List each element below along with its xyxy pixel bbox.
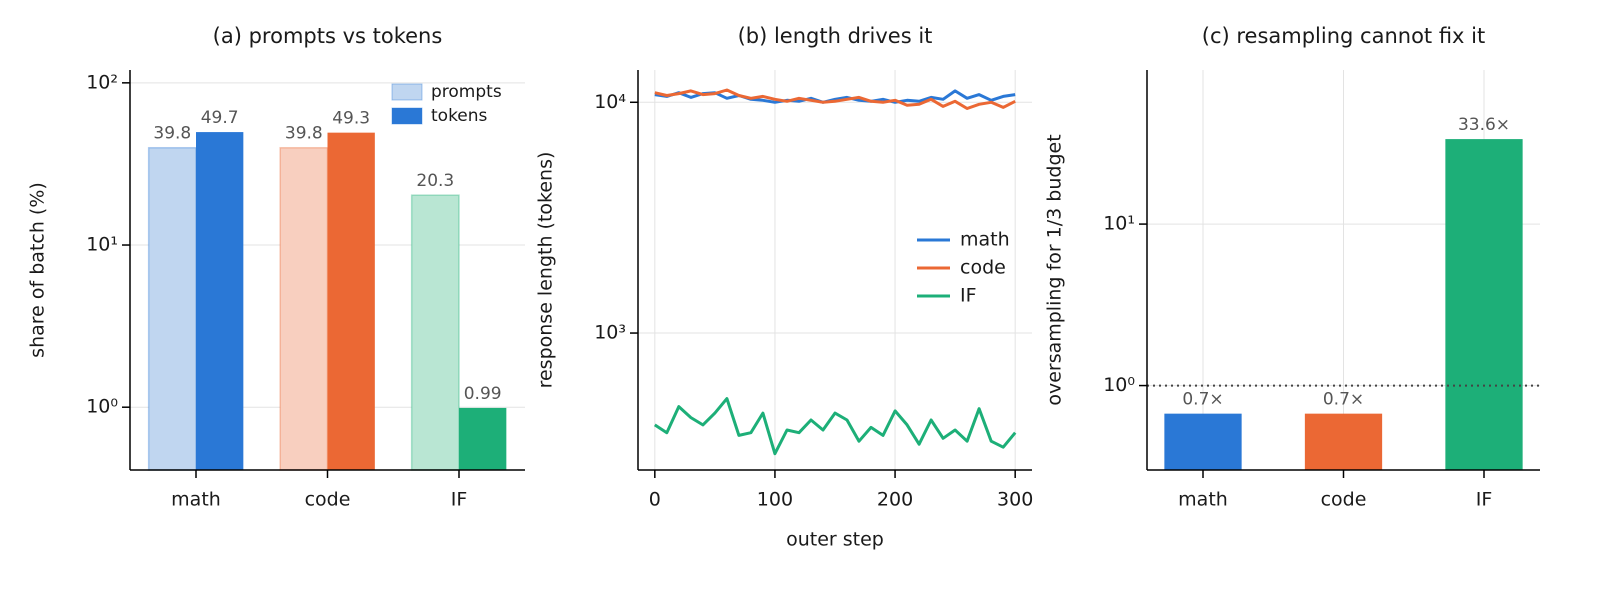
panel-title: (c) resampling cannot fix it (1202, 24, 1485, 48)
x-tick-label: code (305, 489, 351, 511)
value-label: 49.7 (201, 108, 239, 128)
y-tick-label: 10³ (594, 322, 626, 344)
bar (410, 194, 460, 471)
y-tick-label: 10¹ (86, 234, 118, 256)
panel-title: (b) length drives it (738, 24, 933, 48)
y-tick-label: 10² (86, 71, 118, 93)
y-axis-label: response length (tokens) (535, 152, 557, 389)
bar (459, 407, 507, 470)
line-series (654, 88, 1016, 110)
legend-label: prompts (431, 82, 502, 102)
value-label: 0.7× (1323, 390, 1364, 410)
y-axis-label: share of batch (%) (27, 182, 49, 358)
x-tick-label: 100 (757, 489, 793, 511)
value-label: 33.6× (1458, 115, 1510, 135)
bar (1164, 413, 1242, 470)
y-tick-label: 10¹ (1103, 213, 1135, 235)
x-tick-label: math (171, 489, 221, 511)
x-tick-label: IF (451, 489, 468, 511)
legend-label: tokens (431, 106, 488, 126)
x-tick-label: 0 (649, 489, 661, 511)
value-label: 49.3 (332, 109, 370, 129)
y-tick-label: 10⁴ (594, 91, 626, 113)
y-axis-label: oversampling for 1/3 budget (1044, 134, 1066, 405)
x-tick-label: 300 (997, 489, 1033, 511)
x-axis-label: outer step (786, 529, 884, 551)
bar (327, 132, 375, 471)
value-label: 0.7× (1182, 390, 1223, 410)
value-label: 39.8 (153, 124, 191, 144)
value-label: 0.99 (464, 384, 502, 404)
bar (147, 146, 197, 471)
bar (1445, 139, 1523, 470)
panel-title: (a) prompts vs tokens (213, 24, 443, 48)
legend-label: code (960, 257, 1006, 279)
legend-label: math (960, 229, 1010, 251)
value-label: 20.3 (416, 171, 454, 191)
x-tick-label: math (1178, 489, 1228, 511)
x-tick-label: IF (1476, 489, 1493, 511)
bar (279, 146, 329, 471)
value-label: 39.8 (285, 124, 323, 144)
legend-swatch (391, 107, 423, 125)
x-tick-label: code (1321, 489, 1367, 511)
y-tick-label: 10⁰ (1103, 374, 1135, 396)
bar (196, 132, 244, 470)
line-series (653, 397, 1017, 456)
legend-swatch (391, 83, 423, 101)
x-tick-label: 200 (877, 489, 913, 511)
y-tick-label: 10⁰ (86, 396, 118, 418)
bar (1304, 413, 1383, 470)
legend-label: IF (960, 285, 977, 307)
